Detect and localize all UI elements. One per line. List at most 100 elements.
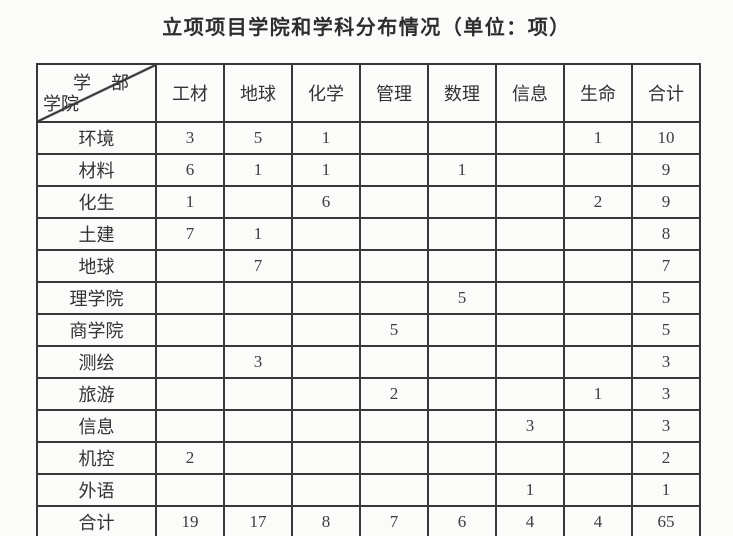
- column-header: 合计: [631, 63, 701, 123]
- value-cell: 4: [563, 505, 633, 536]
- table-row: 环境 3 5 1 1 10: [36, 121, 701, 155]
- value-cell: [223, 473, 293, 507]
- value-cell: 9: [631, 153, 701, 187]
- table-row: 地球 7 7: [36, 249, 701, 283]
- value-cell: [563, 409, 633, 443]
- column-header: 化学: [291, 63, 361, 123]
- table-row: 旅游 2 1 3: [36, 377, 701, 411]
- column-header: 信息: [495, 63, 565, 123]
- value-cell: 3: [495, 409, 565, 443]
- value-cell: [223, 185, 293, 219]
- value-cell: 1: [427, 153, 497, 187]
- page-title: 立项项目学院和学科分布情况（单位：项）: [162, 17, 571, 39]
- value-cell: 1: [563, 377, 633, 411]
- column-header: 数理: [427, 63, 497, 123]
- value-cell: [427, 249, 497, 283]
- value-cell: 3: [631, 409, 701, 443]
- value-cell: [223, 441, 293, 475]
- corner-cell: 学部 学院: [36, 63, 157, 123]
- value-cell: [495, 185, 565, 219]
- value-cell: 1: [291, 153, 361, 187]
- value-cell: [427, 441, 497, 475]
- value-cell: [563, 281, 633, 315]
- row-label: 信息: [36, 409, 157, 443]
- column-header: 管理: [359, 63, 429, 123]
- table-head: 学部 学院 工材 地球 化学 管理 数理 信息 生命 合计: [36, 63, 701, 123]
- value-cell: [495, 153, 565, 187]
- value-cell: [223, 377, 293, 411]
- value-cell: [291, 313, 361, 347]
- value-cell: 10: [631, 121, 701, 155]
- value-cell: [291, 345, 361, 379]
- value-cell: 5: [631, 281, 701, 315]
- table-row: 合计 19 17 8 7 6 4 4 65: [36, 505, 701, 536]
- value-cell: 4: [495, 505, 565, 536]
- value-cell: [563, 313, 633, 347]
- row-label: 商学院: [36, 313, 157, 347]
- value-cell: 3: [631, 345, 701, 379]
- value-cell: 2: [359, 377, 429, 411]
- row-label: 化生: [36, 185, 157, 219]
- column-header: 地球: [223, 63, 293, 123]
- value-cell: [563, 217, 633, 251]
- distribution-table: 学部 学院 工材 地球 化学 管理 数理 信息 生命 合计 环境 3 5 1 1 10 材料 6 1 1 1 9 化生…: [36, 63, 701, 536]
- value-cell: 7: [223, 249, 293, 283]
- value-cell: [563, 441, 633, 475]
- value-cell: [155, 409, 225, 443]
- value-cell: [359, 153, 429, 187]
- value-cell: [359, 185, 429, 219]
- value-cell: [359, 281, 429, 315]
- value-cell: 2: [631, 441, 701, 475]
- value-cell: 1: [291, 121, 361, 155]
- value-cell: 7: [155, 217, 225, 251]
- value-cell: [155, 473, 225, 507]
- row-label: 合计: [36, 505, 157, 536]
- row-label: 外语: [36, 473, 157, 507]
- row-label: 测绘: [36, 345, 157, 379]
- table-row: 化生 1 6 2 9: [36, 185, 701, 219]
- value-cell: 1: [563, 121, 633, 155]
- value-cell: 6: [291, 185, 361, 219]
- value-cell: 3: [155, 121, 225, 155]
- value-cell: 2: [155, 441, 225, 475]
- value-cell: 65: [631, 505, 701, 536]
- value-cell: 1: [495, 473, 565, 507]
- row-label: 机控: [36, 441, 157, 475]
- value-cell: [223, 313, 293, 347]
- value-cell: [359, 473, 429, 507]
- value-cell: [291, 409, 361, 443]
- table-row: 机控 2 2: [36, 441, 701, 475]
- value-cell: 1: [155, 185, 225, 219]
- value-cell: [155, 313, 225, 347]
- column-header: 生命: [563, 63, 633, 123]
- value-cell: [291, 377, 361, 411]
- value-cell: 3: [631, 377, 701, 411]
- value-cell: [563, 473, 633, 507]
- value-cell: [359, 345, 429, 379]
- value-cell: [359, 121, 429, 155]
- value-cell: 6: [427, 505, 497, 536]
- value-cell: 19: [155, 505, 225, 536]
- value-cell: 3: [223, 345, 293, 379]
- value-cell: [495, 281, 565, 315]
- value-cell: [155, 281, 225, 315]
- value-cell: [495, 121, 565, 155]
- value-cell: [291, 281, 361, 315]
- value-cell: 5: [631, 313, 701, 347]
- value-cell: [291, 441, 361, 475]
- value-cell: 2: [563, 185, 633, 219]
- table-row: 材料 6 1 1 1 9: [36, 153, 701, 187]
- value-cell: [495, 249, 565, 283]
- value-cell: 1: [223, 217, 293, 251]
- value-cell: [291, 473, 361, 507]
- table-row: 理学院 5 5: [36, 281, 701, 315]
- row-label: 地球: [36, 249, 157, 283]
- table-row: 商学院 5 5: [36, 313, 701, 347]
- row-label: 材料: [36, 153, 157, 187]
- row-label: 理学院: [36, 281, 157, 315]
- value-cell: [359, 217, 429, 251]
- table-row: 信息 3 3: [36, 409, 701, 443]
- value-cell: 8: [631, 217, 701, 251]
- row-label: 环境: [36, 121, 157, 155]
- value-cell: 1: [631, 473, 701, 507]
